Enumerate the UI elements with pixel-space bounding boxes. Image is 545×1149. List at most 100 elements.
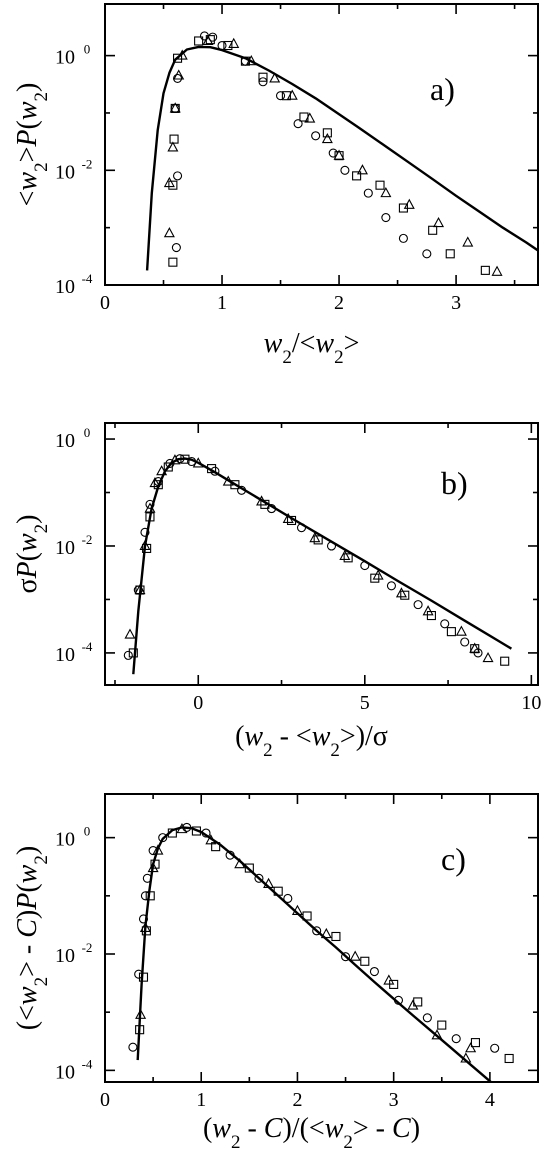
square-marker	[180, 454, 190, 464]
label-part: 2	[334, 347, 344, 368]
circle-marker	[422, 249, 432, 259]
square-marker	[260, 499, 270, 509]
square-marker	[352, 171, 362, 181]
circle-marker	[145, 499, 155, 509]
circle-marker	[158, 833, 168, 843]
label-part: <	[12, 191, 43, 207]
circle-marker	[201, 828, 211, 838]
triangle-marker	[202, 34, 214, 46]
circle-marker	[275, 91, 286, 101]
x-axis-label: (w2 - C)/(<w2> - C)	[203, 1113, 420, 1149]
x-tick-label: 4	[485, 1089, 495, 1111]
label-part: (	[12, 883, 43, 892]
circle-marker	[386, 581, 396, 591]
data-layer	[128, 822, 514, 1082]
circle-marker	[175, 454, 185, 464]
triangle-marker	[222, 475, 234, 486]
square-marker	[322, 128, 332, 138]
square-marker	[194, 36, 204, 46]
y-tick-exponent: -4	[82, 1056, 93, 1071]
x-tick-label: 3	[451, 292, 461, 314]
label-part: )	[12, 910, 43, 919]
triangle-marker	[167, 141, 179, 152]
label-part: )	[12, 846, 43, 855]
y-tick-exponent: -2	[82, 156, 93, 171]
square-marker	[446, 627, 456, 637]
triangle-marker	[380, 186, 392, 198]
square-marker	[281, 91, 291, 101]
label-part: >	[12, 147, 43, 163]
y-axis-label: σP(w2)	[12, 514, 52, 593]
label-part: w	[12, 986, 43, 1005]
triangle-marker	[228, 37, 240, 48]
x-tick-label: 1	[196, 1089, 206, 1111]
triangle-marker	[372, 569, 384, 580]
circle-marker	[440, 619, 450, 629]
label-part: C	[392, 1113, 411, 1144]
plot-frame	[104, 793, 539, 1083]
y-tick-label: 10	[55, 430, 75, 452]
circle-marker	[210, 466, 220, 476]
triangle-marker	[169, 102, 181, 113]
label-part: )	[12, 83, 43, 92]
x-tick-label: 3	[389, 1089, 399, 1111]
triangle-marker	[176, 822, 188, 834]
circle-marker	[360, 561, 370, 571]
square-marker	[169, 134, 179, 144]
label-part: 2	[330, 740, 340, 761]
label-part: 2	[31, 162, 52, 172]
y-tick-label: 10	[55, 47, 75, 69]
triangle-marker	[169, 454, 181, 465]
triangle-marker	[482, 651, 494, 663]
label-part: w	[212, 1113, 231, 1144]
triangle-marker	[144, 502, 156, 513]
circle-marker	[341, 952, 351, 962]
triangle-marker	[234, 858, 246, 869]
circle-marker	[142, 873, 152, 883]
label-part: (	[203, 1113, 212, 1144]
label-part: >)/σ	[340, 721, 388, 752]
y-tick-exponent: -2	[82, 532, 93, 547]
label-part: -	[240, 1113, 263, 1144]
data-layer	[123, 454, 513, 675]
triangle-marker	[460, 1052, 472, 1063]
circle-marker	[296, 523, 307, 533]
square-marker	[400, 590, 410, 600]
square-marker	[163, 462, 173, 472]
label-part: (	[235, 721, 244, 752]
plot-frame	[104, 3, 539, 286]
square-marker	[168, 257, 178, 267]
label-part: 2	[263, 740, 273, 761]
triangle-marker	[320, 927, 332, 939]
circle-marker	[173, 73, 183, 83]
circle-marker	[369, 966, 379, 977]
circle-marker	[311, 131, 321, 141]
label-part: (	[12, 120, 43, 129]
label-part: 2	[343, 1132, 353, 1149]
label-part: /<	[292, 328, 316, 359]
y-tick-exponent: -2	[82, 940, 93, 955]
data-layer	[145, 31, 538, 276]
label-part: )	[411, 1113, 420, 1144]
label-part: )/(<	[282, 1113, 324, 1144]
label-part: w	[264, 328, 283, 359]
triangle-marker	[163, 176, 175, 188]
circle-marker	[128, 1042, 138, 1052]
circle-marker	[340, 165, 350, 175]
square-marker	[302, 911, 312, 921]
triangle-marker	[356, 164, 368, 175]
square-marker	[207, 464, 217, 474]
label-part: w	[315, 328, 334, 359]
x-axis-label: (w2 - <w2>)/σ	[235, 721, 388, 761]
circle-marker	[326, 541, 337, 551]
square-marker	[343, 553, 353, 563]
square-marker	[470, 1038, 481, 1048]
triangle-marker	[321, 132, 333, 144]
label-part: 2	[31, 92, 52, 102]
square-marker	[138, 972, 149, 982]
circle-marker	[490, 1043, 500, 1053]
circle-marker	[225, 850, 235, 860]
label-part: 2	[282, 347, 292, 368]
square-marker	[375, 180, 385, 190]
label-part: σ	[12, 578, 43, 593]
